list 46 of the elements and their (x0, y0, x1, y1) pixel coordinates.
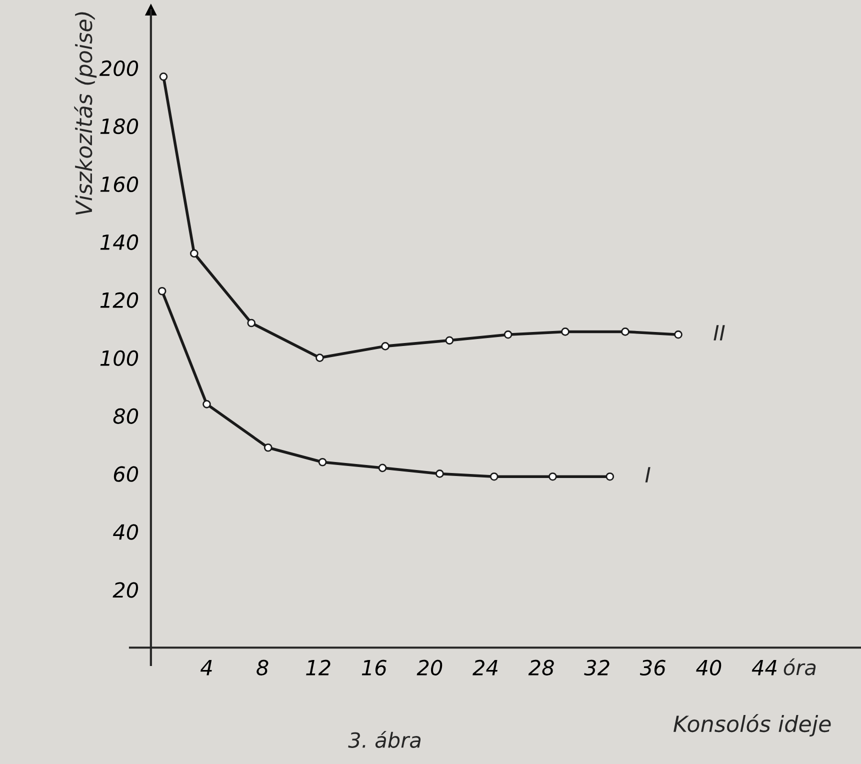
point (504, 330, 512, 339)
x-tick-label: 20 (416, 660, 442, 676)
y-tick-label: 120 (100, 292, 138, 308)
point (436, 470, 444, 478)
x-tick-label: 40 (696, 660, 722, 676)
x-tick-label: 24 (472, 660, 498, 676)
point (247, 318, 256, 328)
point (674, 330, 682, 339)
point (202, 400, 211, 408)
y-axis-title: Viszkozitás (poise) (74, 12, 97, 215)
x-tick-label: 4 (200, 660, 212, 676)
point (159, 72, 168, 81)
y-tick-label: 60 (114, 466, 138, 482)
x-tick-label: 16 (362, 660, 386, 676)
x-tick-label: 44 (752, 660, 777, 676)
point (621, 328, 630, 336)
x-tick-label: 36 (640, 660, 666, 676)
y-tick-label: 80 (113, 408, 138, 424)
y-tick-label: 20 (112, 582, 138, 598)
series-label: II (714, 325, 725, 340)
x-axis-title: Konsolós ideje (674, 714, 831, 737)
point (548, 472, 557, 481)
text: 3. ábra (348, 731, 421, 748)
y-tick-label: 160 (100, 176, 138, 192)
y-tick-label: 200 (99, 60, 138, 76)
x-tick-label: 8 (256, 660, 268, 676)
y-tick-label: 100 (100, 350, 138, 366)
point (318, 458, 327, 466)
point (316, 354, 324, 362)
point (190, 249, 198, 258)
y-tick-label: 140 (100, 234, 138, 250)
x-tick-label: 32 (584, 660, 610, 676)
point (158, 286, 166, 296)
point (264, 443, 272, 452)
point (561, 328, 570, 336)
x-tick-label: 12 (306, 660, 330, 676)
point (606, 472, 614, 481)
point (378, 464, 387, 472)
point (445, 336, 454, 345)
annotation: óra (784, 658, 816, 676)
point (381, 342, 390, 350)
x-tick-label: 28 (528, 660, 554, 676)
y-tick-label: 40 (112, 524, 138, 540)
point (490, 472, 498, 481)
series-label: I (645, 467, 650, 482)
y-tick-label: 180 (100, 118, 138, 134)
